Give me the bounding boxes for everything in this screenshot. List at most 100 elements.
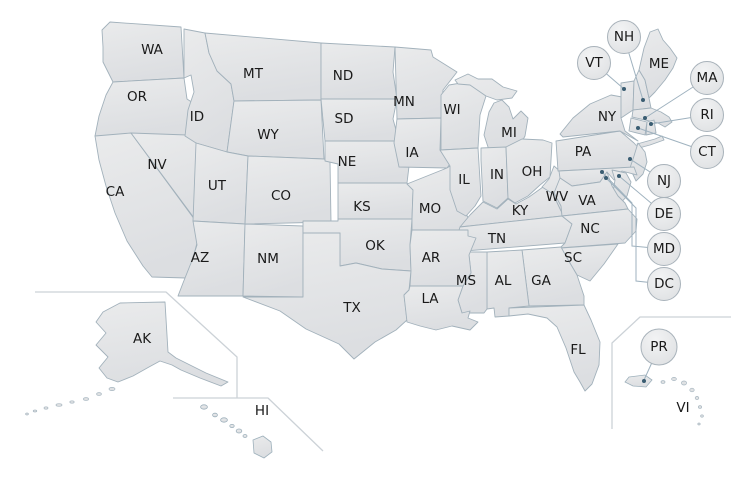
callout-bubble-md[interactable] xyxy=(647,232,681,266)
state-fl[interactable] xyxy=(508,304,601,392)
state-oh[interactable] xyxy=(505,138,553,204)
state-label-ne: NE xyxy=(338,154,357,170)
state-label-la: LA xyxy=(421,291,439,307)
state-label-sc: SC xyxy=(564,250,582,266)
state-label-tn: TN xyxy=(487,231,506,247)
state-label-oh: OH xyxy=(522,164,543,180)
state-label-ms: MS xyxy=(456,273,476,289)
marker-dot-ct xyxy=(636,126,640,130)
state-label-mo: MO xyxy=(419,201,441,217)
callout-bubble-de[interactable] xyxy=(647,197,681,231)
island-pr[interactable] xyxy=(624,374,653,388)
callout-bubble-nh[interactable] xyxy=(607,20,641,54)
state-nc[interactable] xyxy=(559,208,638,249)
state-il[interactable] xyxy=(439,147,482,217)
state-ak[interactable] xyxy=(95,301,229,387)
callout-label-nh: NH xyxy=(614,29,634,45)
state-label-ar: AR xyxy=(422,250,441,266)
state-la[interactable] xyxy=(403,285,479,331)
callout-label-md: MD xyxy=(653,241,675,257)
callout-marker-dots xyxy=(600,87,653,383)
state-label-vi: VI xyxy=(676,400,689,416)
hawaii-inset-border xyxy=(173,397,324,452)
callout-bubble-pr[interactable] xyxy=(640,328,678,366)
state-me[interactable] xyxy=(638,28,678,99)
pr-vi-inset-border xyxy=(611,316,731,429)
callout-label-ri: RI xyxy=(700,107,713,123)
state-label-in: IN xyxy=(490,167,504,183)
state-label-wi: WI xyxy=(443,102,460,118)
state-label-mi: MI xyxy=(501,125,517,141)
state-label-nm: NM xyxy=(257,251,279,267)
marker-dot-pr xyxy=(642,379,646,383)
state-labels: WA OR CA NV ID MT WY UT CO AZ NM ND SD N… xyxy=(106,42,690,419)
state-ar[interactable] xyxy=(409,229,477,287)
state-or[interactable] xyxy=(94,77,194,137)
state-label-ky: KY xyxy=(512,203,529,219)
state-label-me: ME xyxy=(649,56,669,72)
callout-bubble-ct[interactable] xyxy=(690,135,724,169)
hawaii-islands[interactable] xyxy=(200,404,273,459)
marker-dot-dc xyxy=(604,176,608,180)
callout-bubble-dc[interactable] xyxy=(647,267,681,301)
state-label-pa: PA xyxy=(575,144,592,160)
state-label-id: ID xyxy=(190,109,204,125)
state-label-il: IL xyxy=(458,172,470,188)
callout-bubbles: NH VT MA RI CT NJ DE MD DC PR xyxy=(577,20,724,366)
marker-dot-md xyxy=(600,170,604,174)
state-label-wa: WA xyxy=(141,42,164,58)
state-label-ga: GA xyxy=(531,273,551,289)
state-ks[interactable] xyxy=(337,182,414,220)
state-label-co: CO xyxy=(271,188,291,204)
marker-dot-de xyxy=(617,174,621,178)
state-label-va: VA xyxy=(578,193,596,209)
state-label-nv: NV xyxy=(147,157,167,173)
state-label-sd: SD xyxy=(335,111,354,127)
state-label-mt: MT xyxy=(243,66,264,82)
state-nd[interactable] xyxy=(320,42,398,100)
state-label-ks: KS xyxy=(353,199,370,215)
callout-bubble-ma[interactable] xyxy=(690,61,724,95)
state-co[interactable] xyxy=(244,155,332,225)
state-label-nc: NC xyxy=(580,221,600,237)
alaska-inset-border xyxy=(35,291,238,398)
state-label-ia: IA xyxy=(405,145,419,161)
state-label-wv: WV xyxy=(546,189,569,205)
callout-label-pr: PR xyxy=(650,339,668,355)
virgin-islands xyxy=(660,377,704,426)
state-label-wy: WY xyxy=(257,127,279,143)
callout-bubble-ri[interactable] xyxy=(690,98,724,132)
state-label-ok: OK xyxy=(365,238,386,254)
state-label-nd: ND xyxy=(333,68,354,84)
state-label-tx: TX xyxy=(342,300,361,316)
marker-dot-nj xyxy=(628,157,632,161)
state-label-ut: UT xyxy=(208,178,227,194)
aleutian-islands xyxy=(25,387,116,416)
callout-label-ma: MA xyxy=(697,70,719,86)
callout-bubble-vt[interactable] xyxy=(577,46,611,80)
state-label-fl: FL xyxy=(570,342,586,358)
state-label-mn: MN xyxy=(393,94,415,110)
callout-label-vt: VT xyxy=(585,55,603,71)
state-label-hi: HI xyxy=(255,403,269,419)
callout-label-de: DE xyxy=(655,206,674,222)
state-tx[interactable] xyxy=(242,232,412,360)
state-ga[interactable] xyxy=(521,246,585,307)
callout-label-dc: DC xyxy=(654,276,674,292)
state-label-ak: AK xyxy=(133,331,152,347)
state-label-az: AZ xyxy=(191,250,209,266)
callout-label-ct: CT xyxy=(698,144,716,160)
marker-dot-nh xyxy=(641,98,645,102)
state-label-ny: NY xyxy=(598,109,617,125)
state-wa[interactable] xyxy=(101,21,185,83)
state-sd[interactable] xyxy=(320,98,400,142)
marker-dot-ri xyxy=(649,122,653,126)
state-va[interactable] xyxy=(553,171,629,217)
states-layer xyxy=(94,21,678,392)
marker-dot-vt xyxy=(622,87,626,91)
state-label-or: OR xyxy=(127,89,147,105)
marker-dot-ma xyxy=(643,116,647,120)
state-vt[interactable] xyxy=(620,80,635,119)
state-label-al: AL xyxy=(495,273,512,289)
